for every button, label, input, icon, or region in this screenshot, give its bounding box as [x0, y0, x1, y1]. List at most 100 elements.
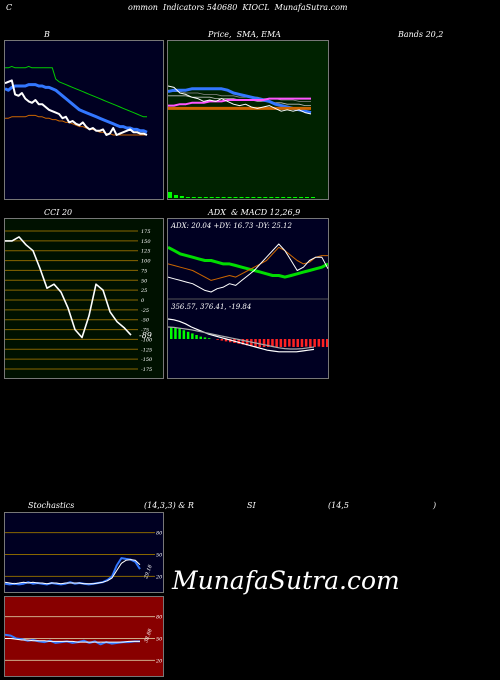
volume-bar	[227, 197, 232, 198]
cci-tick-label: -125	[141, 347, 152, 353]
header-title: ommon Indicators 540680 KIOCL MunafaSutr…	[128, 3, 348, 12]
stoch-params-label: (14,3,3) & R	[144, 501, 194, 510]
cci-tick-label: -25	[141, 308, 149, 314]
volume-bar	[197, 197, 202, 198]
macd-bar	[326, 339, 328, 347]
macd-bar	[275, 339, 278, 347]
volume-bar	[269, 197, 274, 198]
cci-line	[5, 236, 132, 339]
volume-bar	[293, 197, 298, 198]
macd-bar	[207, 338, 211, 339]
price-sma-panel	[167, 40, 329, 200]
rsi-panel: 80 50 20 38.88	[4, 596, 164, 677]
macd-bar	[245, 339, 249, 346]
macd-bar	[224, 339, 228, 342]
rsi-close-label: )	[433, 501, 437, 510]
si-label: SI	[247, 501, 256, 510]
cci-tick-label: 125	[141, 249, 151, 255]
bollinger-panel	[4, 40, 164, 200]
volume-bar	[311, 197, 315, 198]
rsi-tick-label: 80	[156, 615, 163, 621]
stoch-tick-label: 80	[156, 531, 163, 537]
price-sma-series-line	[168, 85, 312, 115]
macd-bar	[304, 339, 308, 347]
macd-bar	[258, 339, 261, 347]
volume-bar	[174, 195, 178, 198]
volume-bar	[221, 197, 226, 198]
bands-label: Bands 20,2	[398, 30, 444, 39]
bollinger-series-line	[5, 65, 147, 118]
macd-bar	[296, 339, 299, 347]
adx-macd-label: ADX & MACD 12,26,9	[208, 208, 301, 217]
macd-bar	[241, 339, 245, 345]
macd-bar	[203, 337, 207, 339]
rsi-tick-label: 20	[155, 658, 163, 664]
macd-bar	[267, 339, 270, 347]
rsi-background	[5, 597, 163, 676]
price-sma-chart	[168, 41, 328, 199]
macd-bar	[170, 327, 173, 339]
cci-tick-label: 25	[140, 288, 147, 294]
volume-bar	[191, 197, 196, 198]
macd-bar	[174, 327, 177, 339]
macd-bar	[216, 339, 219, 340]
bollinger-background	[5, 41, 163, 199]
cci-background	[5, 219, 163, 378]
volume-bar	[275, 197, 280, 198]
macd-bar	[182, 330, 186, 339]
stoch-series-line	[5, 559, 141, 585]
macd-bar	[321, 339, 325, 347]
cci-tick-label: 0	[141, 298, 145, 304]
cci-tick-label: 150	[141, 239, 151, 245]
bollinger-label: B	[44, 30, 50, 39]
cci-tick-label: 100	[141, 259, 151, 265]
macd-line	[168, 326, 315, 350]
adx-summary: ADX: 20.04 +DY: 16.73 -DY: 25.12	[170, 222, 292, 230]
macd-summary: 356.57, 376.41, -19.84	[171, 303, 251, 311]
cci-tick-label: -75	[141, 328, 149, 334]
volume-bar	[209, 197, 214, 198]
stoch-tick-label: 20	[155, 574, 163, 580]
stoch-tick-label: 50	[156, 553, 163, 559]
rsi-series-line	[5, 638, 140, 643]
cci-tick-label: 75	[141, 268, 147, 274]
cci-tick-label: -175	[141, 367, 152, 373]
macd-bar	[317, 339, 321, 347]
stoch-background	[5, 513, 163, 592]
cci-tick-label: -50	[141, 318, 150, 324]
bollinger-series-line	[5, 114, 147, 136]
price-sma-background	[168, 41, 328, 199]
volume-bar	[299, 197, 304, 198]
adx-series-line	[168, 243, 328, 293]
macd-bar	[199, 336, 202, 339]
adx-panel: ADX: 20.04 +DY: 16.73 -DY: 25.12 356.57, …	[167, 218, 329, 379]
cci-tick-label: 175	[141, 229, 151, 235]
macd-bar	[262, 339, 266, 347]
macd-bar	[186, 331, 190, 339]
rsi-series-line	[5, 633, 140, 646]
cci-tick-label: 50	[141, 278, 148, 284]
macd-bar	[195, 335, 198, 339]
volume-bar	[257, 197, 262, 198]
volume-bar	[281, 197, 286, 198]
adx-series-line	[168, 245, 328, 279]
cci-tick-label: -150	[141, 357, 153, 363]
volume-bar	[215, 197, 220, 198]
cci-label: CCI 20	[44, 208, 73, 217]
volume-bar	[287, 197, 292, 198]
macd-bar	[237, 339, 240, 344]
macd-bar	[283, 339, 287, 347]
header-c: C	[6, 3, 13, 12]
macd-bar	[178, 328, 181, 339]
rsi-last-label: 38.88	[143, 628, 154, 644]
macd-bar	[313, 339, 316, 347]
volume-bar	[263, 197, 268, 198]
bollinger-chart	[5, 41, 163, 199]
price-sma-label: Price, SMA, EMA	[208, 30, 281, 39]
macd-bar	[191, 333, 194, 339]
price-sma-ma-line	[168, 89, 311, 102]
volume-bar	[168, 192, 172, 198]
macd-bar	[220, 339, 224, 341]
volume-bar	[251, 197, 256, 198]
rsi-tick-label: 50	[156, 637, 163, 643]
